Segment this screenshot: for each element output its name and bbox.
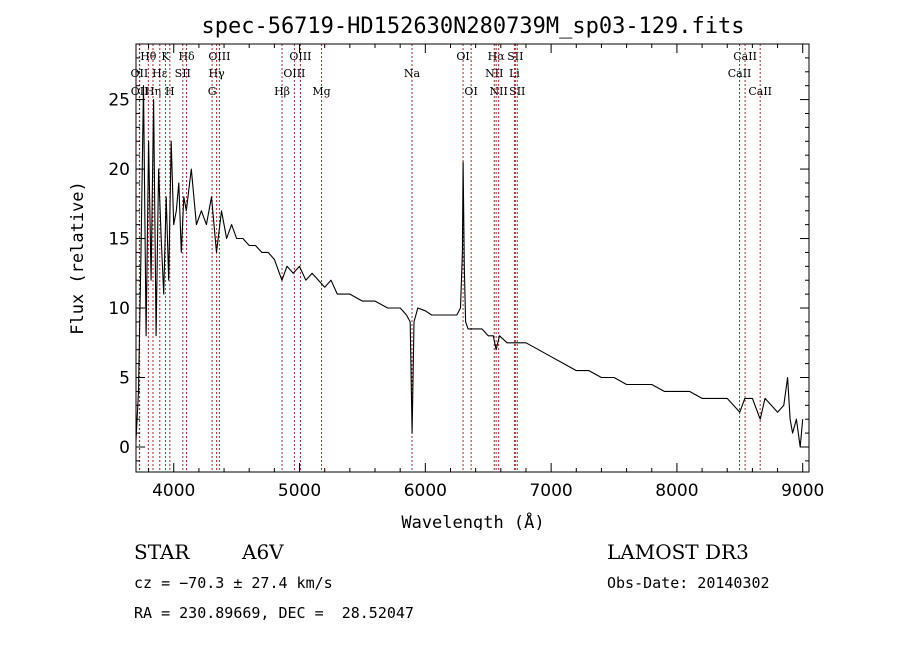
spectrum-chart: spec-56719-HD152630N280739M_sp03-129.fit… <box>68 14 824 530</box>
spectral-line-label: Hδ <box>178 50 195 63</box>
y-tick-label: 5 <box>119 369 130 389</box>
y-tick-label: 15 <box>108 230 130 250</box>
spectral-line-label: Hγ <box>209 67 226 80</box>
flux-line <box>135 85 804 448</box>
coordinates: RA = 230.89669, DEC = 28.52047 <box>134 604 414 622</box>
spectral-line-label: OIII <box>283 67 305 80</box>
chart-title: spec-56719-HD152630N280739M_sp03-129.fit… <box>201 14 744 39</box>
object-class: STAR <box>134 540 190 564</box>
spectral-line-label: Hβ <box>274 85 290 98</box>
survey-name: LAMOST DR3 <box>607 540 749 564</box>
spectral-line-label: K <box>161 50 170 63</box>
spectral-line-label: OIII <box>289 50 311 63</box>
spectral-line-label: CaII <box>728 67 752 80</box>
y-tick-label: 10 <box>108 299 130 319</box>
flux-series <box>135 85 804 448</box>
spectral-line-label: CaII <box>733 50 757 63</box>
x-tick-label: 4000 <box>152 481 195 501</box>
spectral-line-label: Hθ <box>140 50 157 63</box>
axes: 4000 5000 6000 7000 8000 9000 0 5 10 15 20 25 <box>108 44 824 501</box>
spectral-line-label: Mg <box>312 85 330 98</box>
plot-frame <box>135 43 810 473</box>
spectral-line-label: G <box>208 85 217 98</box>
x-tick-label: 6000 <box>404 481 447 501</box>
x-tick-label: 8000 <box>655 481 698 501</box>
spectral-line-label: OI <box>464 85 477 98</box>
spectral-line-label: Hα <box>488 50 506 63</box>
spectral-line-label: SII <box>509 85 525 98</box>
spectral-line-label: Li <box>509 67 520 80</box>
spectral-subclass: A6V <box>242 540 284 564</box>
y-axis-label: Flux (relative) <box>68 181 88 335</box>
x-axis-label: Wavelength (Å) <box>401 511 544 530</box>
spectral-line-label: NII <box>485 67 503 80</box>
observation-date: Obs-Date: 20140302 <box>607 574 770 592</box>
spectral-line-label: Hη <box>145 85 161 98</box>
spectral-line-label: Na <box>404 67 421 80</box>
spectral-line-label: SII <box>175 67 191 80</box>
spectral-line-label: NII <box>490 85 508 98</box>
y-tick-label: 25 <box>108 91 130 111</box>
redshift-velocity: cz = −70.3 ± 27.4 km/s <box>134 574 333 592</box>
x-tick-label: 7000 <box>529 481 572 501</box>
spectral-line-label: OI <box>456 50 469 63</box>
spectral-line-label: CaII <box>748 85 772 98</box>
y-tick-label: 0 <box>119 438 130 458</box>
x-tick-label: 9000 <box>781 481 824 501</box>
spectral-line-label: SII <box>507 50 523 63</box>
spectral-line-label: OIII <box>208 50 230 63</box>
spectral-line-label: H <box>165 85 175 98</box>
x-tick-label: 5000 <box>278 481 321 501</box>
spectral-line-label: Hε <box>152 67 168 80</box>
y-tick-label: 20 <box>108 160 130 180</box>
